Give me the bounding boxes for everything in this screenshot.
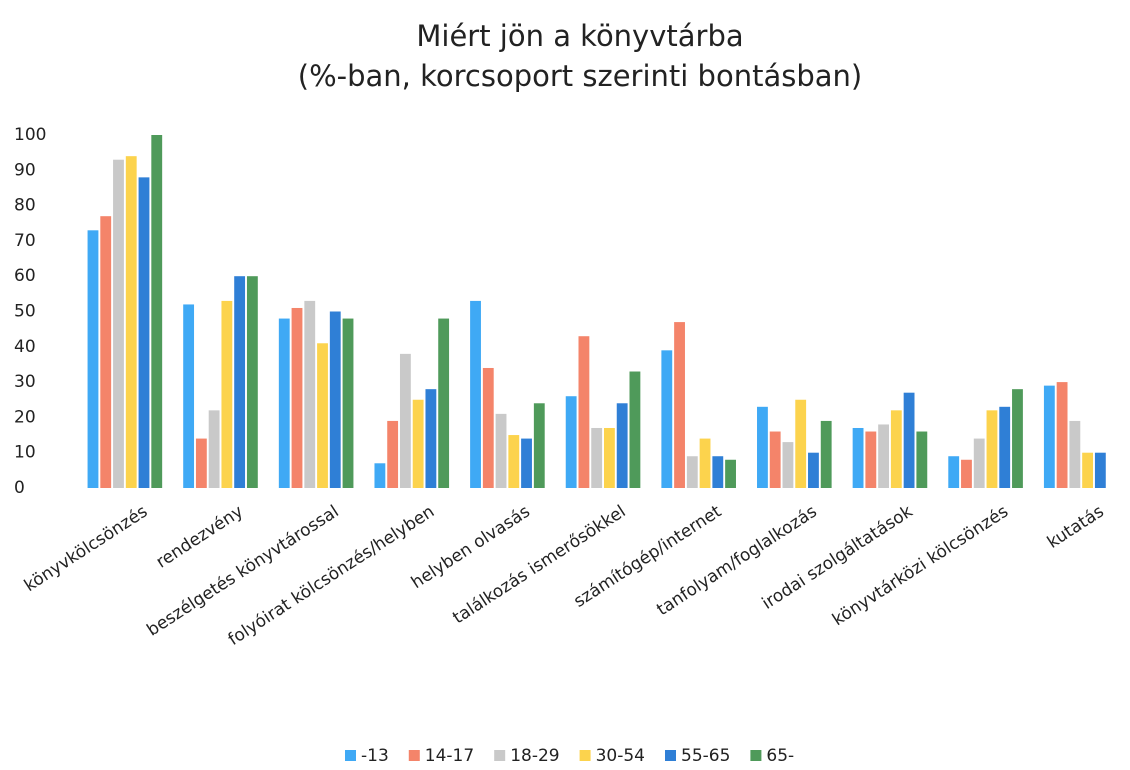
x-tick-label: beszélgetés könyvtárossal [143, 502, 342, 641]
bar [725, 459, 736, 488]
x-tick-label: kutatás [1044, 502, 1108, 553]
bar [629, 371, 641, 488]
y-tick-label: 70 [14, 231, 36, 251]
legend-label: 30-54 [596, 746, 645, 766]
chart-title: Miért jön a könyvtárba [416, 19, 743, 53]
bar [87, 230, 99, 488]
bar [820, 420, 832, 488]
bar [712, 456, 724, 488]
y-tick-label: 90 [14, 160, 36, 180]
bar [374, 463, 386, 488]
bar [1012, 389, 1023, 488]
bar [151, 135, 163, 488]
bar [948, 456, 960, 488]
bar [1056, 382, 1068, 488]
x-tick-label: könyvkölcsönzés [21, 502, 152, 596]
bar [757, 406, 768, 488]
bar [1069, 420, 1081, 488]
bar [138, 177, 150, 489]
bar [234, 276, 246, 488]
bar [878, 424, 889, 488]
y-tick-label: 50 [14, 302, 36, 322]
legend-label: 18-29 [510, 746, 559, 766]
y-tick-label: 100 [14, 125, 46, 145]
bar [903, 392, 915, 488]
bar [125, 156, 137, 488]
bar [865, 431, 877, 488]
x-tick-label: találkozás ismerősökkel [449, 502, 629, 629]
bar [425, 389, 437, 488]
bar [208, 410, 220, 488]
x-tick-label: könyvtárközi kölcsönzés [829, 502, 1012, 631]
bar [661, 350, 673, 488]
legend-label: 65- [766, 746, 794, 766]
y-tick-label: 0 [14, 478, 25, 498]
legend-swatch [345, 750, 356, 761]
bar [795, 399, 807, 488]
bar [495, 413, 507, 488]
bar [565, 396, 577, 488]
legend-swatch [750, 750, 762, 761]
bar [387, 420, 399, 488]
bar [195, 438, 207, 488]
legend-label: 55-65 [681, 746, 730, 766]
legend-swatch [494, 750, 506, 761]
bar [470, 300, 481, 488]
y-tick-label: 40 [14, 337, 36, 357]
bar [591, 427, 603, 488]
bar [221, 300, 233, 488]
chart-subtitle: (%-ban, korcsoport szerinti bontásban) [298, 59, 862, 93]
bar [686, 456, 698, 488]
bar [100, 216, 112, 488]
bar [482, 367, 494, 488]
bar [317, 343, 328, 488]
bar [916, 431, 928, 488]
bar [246, 276, 258, 488]
bar [999, 406, 1011, 488]
bar [508, 435, 520, 488]
bar [769, 431, 781, 488]
legend-swatch [408, 750, 420, 761]
bar [973, 438, 985, 488]
bar [808, 452, 819, 488]
bar [1043, 385, 1055, 488]
bar [1082, 452, 1094, 488]
bar [399, 353, 411, 488]
bar [521, 438, 532, 488]
bar [438, 318, 450, 488]
bar [1094, 452, 1106, 488]
x-tick-label: tanfolyam/foglalkozás [653, 502, 821, 620]
bar [699, 438, 711, 488]
bar [616, 403, 628, 488]
legend-swatch [579, 750, 591, 761]
bar [961, 459, 972, 488]
bar [113, 159, 124, 488]
bar [412, 399, 424, 488]
legend-label: 14-17 [425, 746, 474, 766]
bar [291, 307, 303, 488]
y-tick-label: 10 [14, 443, 36, 463]
y-tick-label: 20 [14, 407, 36, 427]
y-tick-label: 30 [14, 372, 36, 392]
bar [890, 410, 902, 488]
bar [604, 427, 615, 488]
bar [342, 318, 354, 488]
x-tick-label: rendezvény [153, 502, 247, 573]
bar [782, 442, 794, 488]
bar [986, 410, 998, 488]
bar [852, 427, 864, 488]
bar [304, 300, 316, 488]
bar [674, 322, 685, 488]
bar [578, 336, 590, 488]
bar [533, 403, 545, 488]
bar [183, 304, 195, 488]
y-tick-label: 60 [14, 266, 36, 286]
bar [278, 318, 290, 488]
bar [329, 311, 341, 488]
legend-label: -13 [361, 746, 389, 766]
y-tick-label: 80 [14, 196, 36, 216]
legend-swatch [665, 750, 676, 761]
